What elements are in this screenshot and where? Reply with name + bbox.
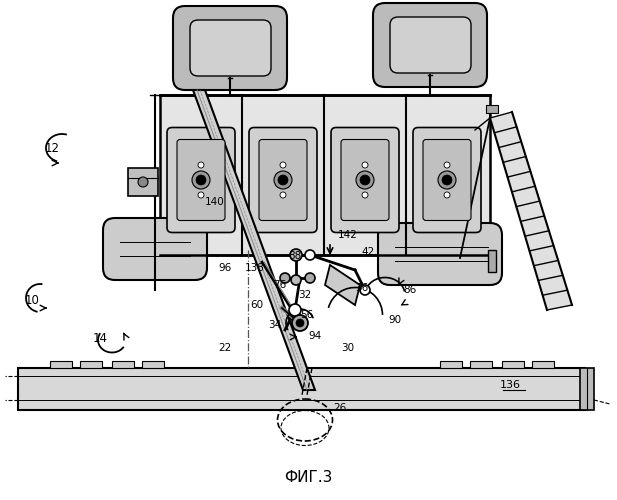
FancyBboxPatch shape xyxy=(341,140,389,220)
Circle shape xyxy=(305,250,315,260)
Polygon shape xyxy=(529,246,558,266)
Circle shape xyxy=(360,175,370,185)
Circle shape xyxy=(280,273,290,283)
Text: 12: 12 xyxy=(44,142,59,154)
Circle shape xyxy=(289,304,301,316)
Circle shape xyxy=(438,171,456,189)
Polygon shape xyxy=(508,172,535,192)
FancyBboxPatch shape xyxy=(190,20,271,76)
Circle shape xyxy=(278,175,288,185)
Bar xyxy=(440,361,462,368)
Text: 22: 22 xyxy=(218,343,231,353)
Text: 32: 32 xyxy=(299,290,312,300)
Bar xyxy=(486,105,498,113)
Circle shape xyxy=(138,177,148,187)
Polygon shape xyxy=(516,201,544,222)
Circle shape xyxy=(360,285,370,295)
Circle shape xyxy=(196,175,206,185)
Text: 96: 96 xyxy=(218,263,231,273)
FancyBboxPatch shape xyxy=(177,140,225,220)
Circle shape xyxy=(362,162,368,168)
Text: 56: 56 xyxy=(300,310,313,320)
Polygon shape xyxy=(494,127,521,148)
Text: 60: 60 xyxy=(251,300,263,310)
Text: 42: 42 xyxy=(362,247,375,257)
Text: 88: 88 xyxy=(288,251,302,261)
Bar xyxy=(112,361,134,368)
FancyBboxPatch shape xyxy=(249,128,317,232)
FancyBboxPatch shape xyxy=(373,3,487,87)
Text: 30: 30 xyxy=(341,343,355,353)
Polygon shape xyxy=(325,265,360,305)
FancyBboxPatch shape xyxy=(423,140,471,220)
Bar xyxy=(80,361,102,368)
Bar xyxy=(532,361,554,368)
Text: 10: 10 xyxy=(25,294,39,306)
Circle shape xyxy=(198,162,204,168)
Polygon shape xyxy=(538,276,568,295)
Polygon shape xyxy=(525,231,553,251)
Text: 86: 86 xyxy=(404,285,416,295)
Text: 142: 142 xyxy=(338,230,358,240)
Text: ФИГ.3: ФИГ.3 xyxy=(284,470,332,486)
Circle shape xyxy=(192,171,210,189)
Bar xyxy=(142,361,164,368)
Bar xyxy=(502,361,524,368)
Polygon shape xyxy=(521,216,549,236)
Text: 14: 14 xyxy=(93,332,107,344)
Circle shape xyxy=(291,275,301,285)
Circle shape xyxy=(444,162,450,168)
Text: 140: 140 xyxy=(205,197,225,207)
Polygon shape xyxy=(193,90,315,390)
FancyBboxPatch shape xyxy=(103,218,207,280)
Text: 34: 34 xyxy=(268,320,281,330)
Polygon shape xyxy=(499,142,526,163)
FancyBboxPatch shape xyxy=(167,128,235,232)
Circle shape xyxy=(280,162,286,168)
Circle shape xyxy=(442,175,452,185)
Circle shape xyxy=(444,192,450,198)
Circle shape xyxy=(305,273,315,283)
Bar xyxy=(128,168,158,196)
Circle shape xyxy=(198,192,204,198)
Text: 26: 26 xyxy=(333,403,347,413)
Bar xyxy=(580,368,594,410)
Text: 90: 90 xyxy=(389,315,402,325)
Bar xyxy=(50,361,72,368)
Bar xyxy=(18,368,585,410)
Text: 138: 138 xyxy=(245,263,265,273)
Polygon shape xyxy=(534,260,563,280)
Polygon shape xyxy=(490,112,516,133)
Polygon shape xyxy=(542,290,572,310)
Circle shape xyxy=(280,192,286,198)
FancyBboxPatch shape xyxy=(173,6,287,90)
FancyBboxPatch shape xyxy=(331,128,399,232)
Text: 36: 36 xyxy=(355,283,368,293)
Circle shape xyxy=(362,192,368,198)
FancyBboxPatch shape xyxy=(390,17,471,73)
FancyBboxPatch shape xyxy=(378,223,502,285)
Circle shape xyxy=(290,249,302,261)
Text: 136: 136 xyxy=(500,380,521,390)
Bar xyxy=(470,361,492,368)
FancyBboxPatch shape xyxy=(413,128,481,232)
Circle shape xyxy=(296,319,304,327)
Bar xyxy=(488,250,496,272)
Text: 94: 94 xyxy=(308,331,321,341)
Polygon shape xyxy=(512,186,540,206)
FancyBboxPatch shape xyxy=(259,140,307,220)
Bar xyxy=(160,95,490,255)
Text: 76: 76 xyxy=(273,280,287,290)
Polygon shape xyxy=(503,156,531,177)
Circle shape xyxy=(274,171,292,189)
Circle shape xyxy=(356,171,374,189)
Circle shape xyxy=(292,315,308,331)
